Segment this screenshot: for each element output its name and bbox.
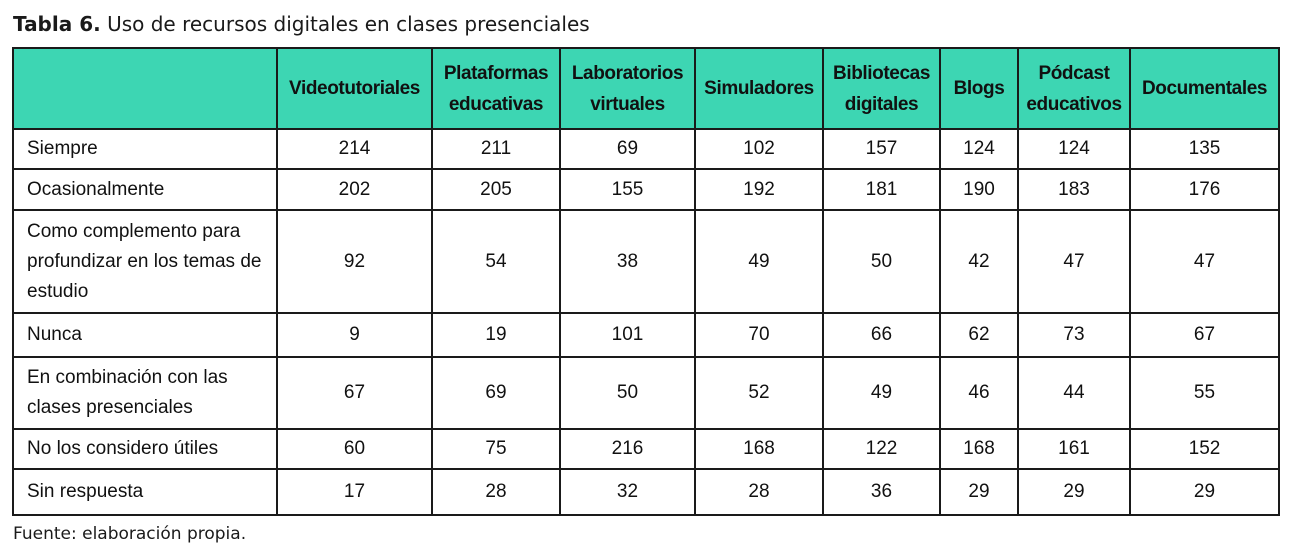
- table-row: Siempre 214 211 69 102 157 124 124 135: [12, 128, 1280, 170]
- row-label: Sin respuesta: [12, 468, 278, 516]
- table-cell: 29: [1017, 468, 1131, 516]
- table-cell: 69: [431, 356, 561, 430]
- table-cell: 192: [694, 168, 824, 211]
- table-row: Ocasionalmente 202 205 155 192 181 190 1…: [12, 168, 1280, 211]
- table-cell: 49: [822, 356, 941, 430]
- column-header: Simuladores: [694, 47, 824, 130]
- table-row: Sin respuesta 17 28 32 28 36 29 29 29: [12, 468, 1280, 516]
- table-row: Como complemento para profundizar en los…: [12, 209, 1280, 314]
- table-cell: 28: [431, 468, 561, 516]
- table-cell: 161: [1017, 428, 1131, 470]
- table-cell: 155: [559, 168, 696, 211]
- table-cell: 216: [559, 428, 696, 470]
- table-cell: 205: [431, 168, 561, 211]
- table-cell: 50: [822, 209, 941, 314]
- row-label: Nunca: [12, 312, 278, 358]
- table-cell: 70: [694, 312, 824, 358]
- table-cell: 168: [939, 428, 1019, 470]
- table-cell: 32: [559, 468, 696, 516]
- row-label: No los considero útiles: [12, 428, 278, 470]
- table-cell: 69: [559, 128, 696, 170]
- row-label: Como complemento para profundizar en los…: [12, 209, 278, 314]
- table-cell: 124: [939, 128, 1019, 170]
- table-cell: 152: [1129, 428, 1280, 470]
- table-cell: 29: [939, 468, 1019, 516]
- table-cell: 17: [276, 468, 433, 516]
- table-cell: 42: [939, 209, 1019, 314]
- table-cell: 47: [1129, 209, 1280, 314]
- table-cell: 44: [1017, 356, 1131, 430]
- table-cell: 67: [276, 356, 433, 430]
- table-cell: 122: [822, 428, 941, 470]
- table-cell: 55: [1129, 356, 1280, 430]
- column-header: Bibliotecas digitales: [822, 47, 941, 130]
- table-cell: 66: [822, 312, 941, 358]
- table-cell: 75: [431, 428, 561, 470]
- table-cell: 73: [1017, 312, 1131, 358]
- table-cell: 214: [276, 128, 433, 170]
- table-cell: 19: [431, 312, 561, 358]
- table-row: Nunca 9 19 101 70 66 62 73 67: [12, 312, 1280, 358]
- column-header: Plataformas educativas: [431, 47, 561, 130]
- source-note: Fuente: elaboración propia.: [13, 524, 247, 544]
- table-cell: 67: [1129, 312, 1280, 358]
- column-header: Documentales: [1129, 47, 1280, 130]
- table-cell: 168: [694, 428, 824, 470]
- table-cell: 181: [822, 168, 941, 211]
- row-label: Ocasionalmente: [12, 168, 278, 211]
- column-header: Videotutoriales: [276, 47, 433, 130]
- table-cell: 135: [1129, 128, 1280, 170]
- table-cell: 49: [694, 209, 824, 314]
- table-cell: 46: [939, 356, 1019, 430]
- table-cell: 60: [276, 428, 433, 470]
- table-row: No los considero útiles 60 75 216 168 12…: [12, 428, 1280, 470]
- caption-label: Tabla 6.: [13, 12, 101, 36]
- table-cell: 47: [1017, 209, 1131, 314]
- table-cell: 9: [276, 312, 433, 358]
- table-cell: 28: [694, 468, 824, 516]
- table-cell: 62: [939, 312, 1019, 358]
- table-cell: 202: [276, 168, 433, 211]
- corner-cell: [12, 47, 278, 130]
- table-caption: Tabla 6. Uso de recursos digitales en cl…: [13, 12, 590, 36]
- column-header: Blogs: [939, 47, 1019, 130]
- header-row: Videotutoriales Plataformas educativas L…: [12, 47, 1280, 130]
- row-label: En combinación con las clases presencial…: [12, 356, 278, 430]
- table-cell: 157: [822, 128, 941, 170]
- table-cell: 124: [1017, 128, 1131, 170]
- table-cell: 29: [1129, 468, 1280, 516]
- table-cell: 190: [939, 168, 1019, 211]
- table-cell: 102: [694, 128, 824, 170]
- table-row: En combinación con las clases presencial…: [12, 356, 1280, 430]
- data-table: Videotutoriales Plataformas educativas L…: [12, 47, 1280, 516]
- row-label: Siempre: [12, 128, 278, 170]
- table-cell: 92: [276, 209, 433, 314]
- table-cell: 50: [559, 356, 696, 430]
- table-cell: 101: [559, 312, 696, 358]
- caption-text: Uso de recursos digitales en clases pres…: [100, 12, 590, 36]
- column-header: Pódcast educativos: [1017, 47, 1131, 130]
- column-header: Laboratorios virtuales: [559, 47, 696, 130]
- table-cell: 176: [1129, 168, 1280, 211]
- table-cell: 52: [694, 356, 824, 430]
- table-cell: 183: [1017, 168, 1131, 211]
- table-cell: 54: [431, 209, 561, 314]
- table-cell: 36: [822, 468, 941, 516]
- table-cell: 211: [431, 128, 561, 170]
- table-cell: 38: [559, 209, 696, 314]
